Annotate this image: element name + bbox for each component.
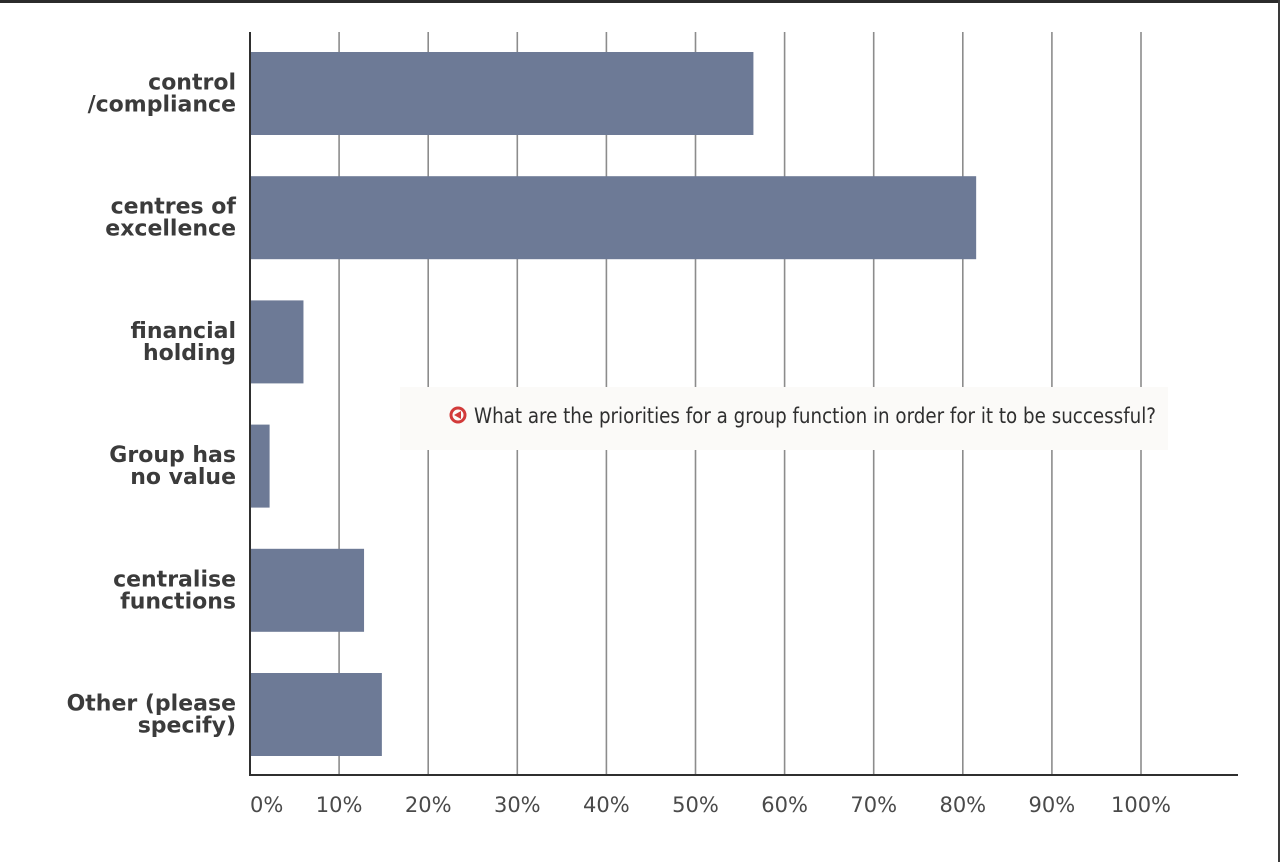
bars [250,52,977,756]
category-label-line: Group has [109,443,236,468]
x-tick-labels: 0% 10% 20% 30% 40% 50% 60% 70% 80% 90% 100% [250,793,1171,817]
window-right-border [1278,0,1280,862]
category-label-line: no value [130,465,236,490]
x-tick-label-70: 70% [850,793,897,817]
category-label-2: financial holding [131,319,236,366]
x-tick-label-40: 40% [583,793,630,817]
x-tick-label-10: 10% [316,793,363,817]
category-label-line: centralise [113,567,236,592]
x-tick-label-50: 50% [672,793,719,817]
category-label-line: specify) [138,714,236,739]
category-labels: control/compliance centres of excellence fi… [67,71,237,739]
x-tick-label-100: 100% [1111,793,1171,817]
bar-3 [250,424,270,508]
x-tick-label-30: 30% [494,793,541,817]
left-arrow-icon-arrow [454,411,461,419]
category-label-line: excellence [105,217,236,242]
category-label-4: centralise functions [113,567,236,614]
category-label-line: Other (please [67,692,236,717]
x-tick-label-60: 60% [761,793,808,817]
bar-5 [250,673,382,756]
x-tick-label-20: 20% [405,793,452,817]
category-label-line: /compliance [88,93,236,118]
category-label-line: functions [120,589,236,614]
chart-caption: What are the priorities for a group func… [400,387,1168,450]
bar-2 [250,300,304,384]
left-arrow-icon [449,406,467,424]
bar-0 [250,52,754,135]
axes [249,32,1238,776]
x-tick-label-90: 90% [1029,793,1076,817]
bar-4 [250,548,365,632]
category-label-1: centres of excellence [105,195,236,242]
category-label-5: Other (please specify) [67,692,236,739]
category-label-line: centres of [111,195,237,220]
category-label-line: financial [131,319,236,344]
x-tick-label-80: 80% [939,793,986,817]
caption-text: What are the priorities for a group func… [474,404,1156,428]
bar-1 [250,176,977,260]
caption-box [400,387,1168,450]
left-arrow-icon-ring [449,406,467,424]
x-tick-label-0: 0% [250,793,283,817]
category-label-3: Group has no value [109,443,236,490]
category-label-0: control/compliance [88,71,236,118]
category-label-line: control [148,71,236,96]
category-label-line: holding [143,341,236,366]
window-top-border [0,0,1280,3]
